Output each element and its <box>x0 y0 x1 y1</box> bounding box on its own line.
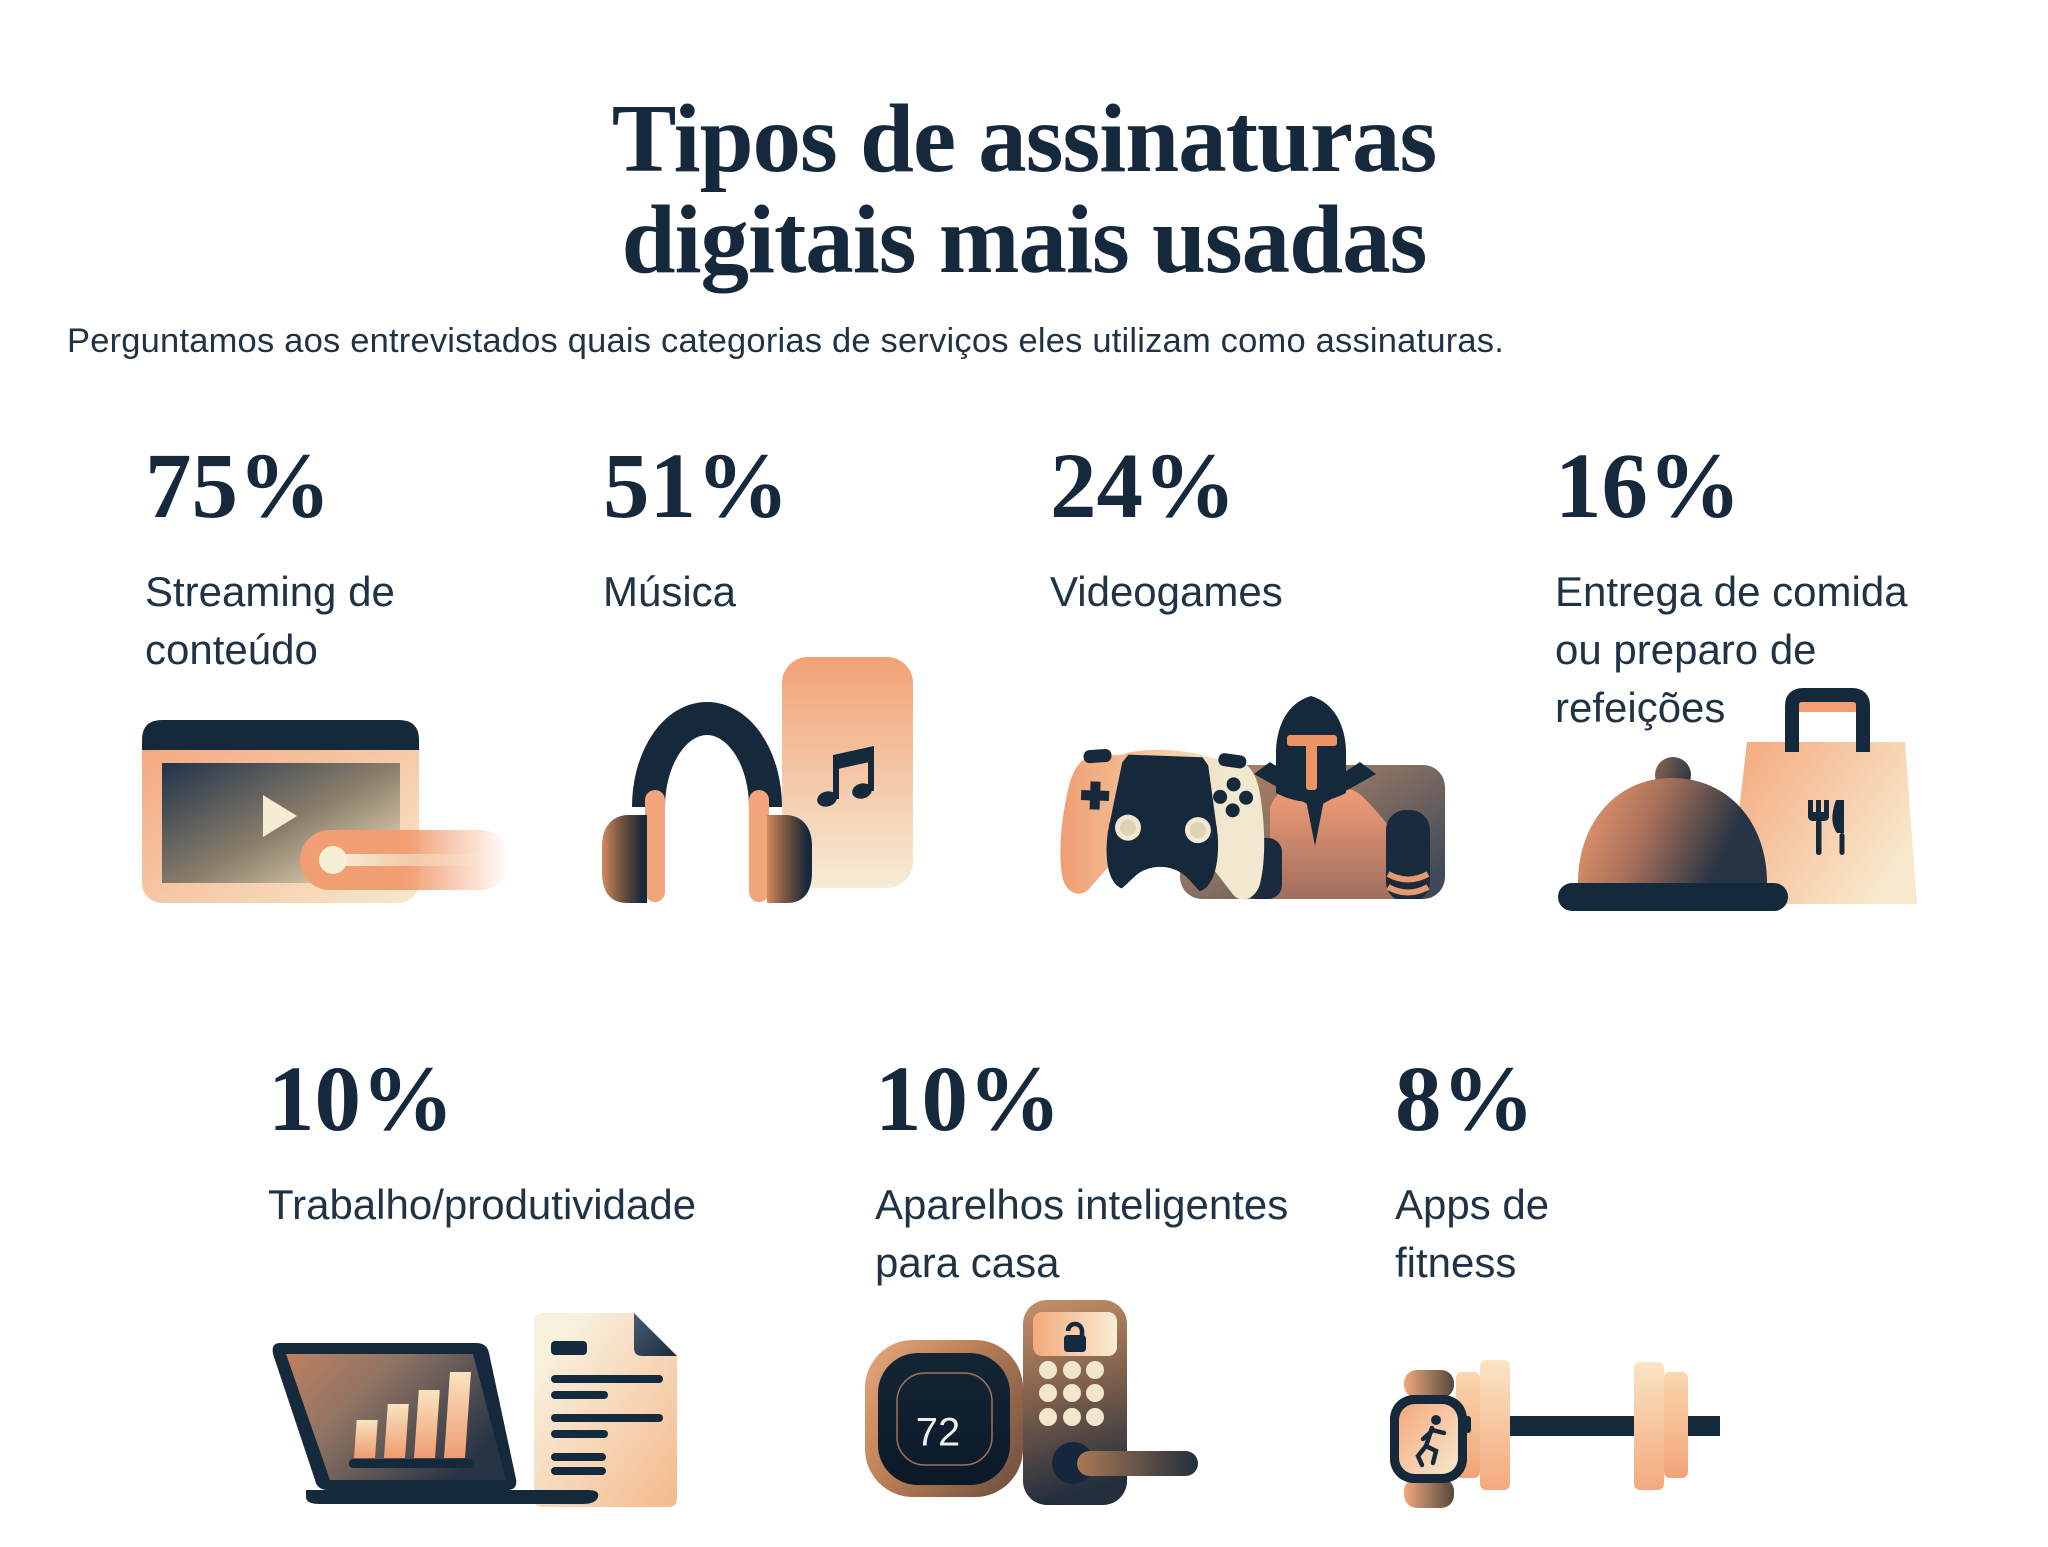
bar-chart-icon <box>354 1372 471 1458</box>
left-stick <box>1108 808 1147 847</box>
document <box>534 1313 677 1507</box>
right-stick <box>1178 811 1217 850</box>
laptop-icon <box>272 1313 677 1507</box>
page-title: Tipos de assinaturas digitais mais usada… <box>0 84 2048 293</box>
subtitle: Perguntamos aos entrevistados quais cate… <box>67 321 1505 360</box>
stat-music: 51% Música <box>603 440 903 621</box>
action-buttons <box>1213 777 1254 818</box>
dpad-icon <box>1080 781 1110 810</box>
progress-knob <box>319 846 347 874</box>
stat-label: Streaming de conteúdo <box>145 568 395 673</box>
headband <box>632 702 782 808</box>
runner-icon <box>1415 1415 1447 1468</box>
laptop-base <box>306 1490 599 1504</box>
cloche-dome <box>1578 778 1767 883</box>
music-note-icon <box>817 746 874 807</box>
stat-smart-home: 10% Aparelhos inteligentes para casa <box>875 1053 1350 1292</box>
stat-food-delivery: 16% Entrega de comida ou preparo de refe… <box>1555 440 1930 737</box>
padlock-icon <box>1064 1321 1086 1352</box>
helmet-visor <box>1287 735 1337 790</box>
door-handle <box>1077 1451 1198 1476</box>
game-controller-icon <box>1060 696 1445 900</box>
page-title-line1: Tipos de assinaturas <box>611 84 1438 192</box>
document-lines <box>551 1341 663 1475</box>
stat-label: Música <box>603 568 737 615</box>
play-icon <box>263 795 297 837</box>
stat-label: Trabalho/produtividade <box>268 1181 697 1228</box>
stat-value: 51% <box>603 435 789 538</box>
fork-knife-icon <box>1808 800 1845 855</box>
phone <box>782 657 913 888</box>
stat-label: Aparelhos inteligentes para casa <box>875 1181 1289 1286</box>
stat-work-productivity: 10% Trabalho/produtividade <box>268 1053 828 1234</box>
takeout-bag <box>1728 742 1917 904</box>
stat-value: 75% <box>145 435 331 538</box>
stat-value: 8% <box>1395 1048 1535 1151</box>
food-delivery-icon <box>1558 688 1917 911</box>
stat-videogames: 24% Videogames <box>1050 440 1380 621</box>
right-earcup <box>767 815 812 903</box>
dumbbell <box>1456 1360 1720 1490</box>
video-player-icon <box>142 720 510 903</box>
stat-fitness: 8% Apps de fitness <box>1395 1053 1580 1292</box>
thermostat: 72 <box>865 1340 1023 1497</box>
bag-handle <box>1785 688 1870 752</box>
page-fold <box>634 1313 677 1356</box>
headphones-icon <box>602 657 913 903</box>
left-earcup <box>602 815 647 903</box>
controller <box>1060 749 1265 900</box>
stat-value: 24% <box>1050 435 1236 538</box>
smartwatch <box>1390 1370 1471 1508</box>
stat-value: 10% <box>268 1048 454 1151</box>
window-titlebar <box>142 720 419 750</box>
page-title-line2: digitais mais usadas <box>621 185 1428 293</box>
serving-tray <box>1558 883 1788 911</box>
keypad <box>1039 1361 1104 1426</box>
smart-home-icon: 72 <box>865 1300 1198 1505</box>
stat-label: Apps de fitness <box>1395 1181 1550 1286</box>
stat-label: Entrega de comida ou preparo de refeiçõe… <box>1555 568 1908 731</box>
stat-streaming: 75% Streaming de conteúdo <box>145 440 475 679</box>
stat-value: 10% <box>875 1048 1061 1151</box>
stat-label: Videogames <box>1050 568 1283 615</box>
fitness-icon <box>1390 1360 1720 1508</box>
laptop <box>272 1343 599 1504</box>
smart-lock <box>1023 1300 1198 1505</box>
thermostat-temperature: 72 <box>916 1411 961 1455</box>
stat-value: 16% <box>1555 435 1741 538</box>
